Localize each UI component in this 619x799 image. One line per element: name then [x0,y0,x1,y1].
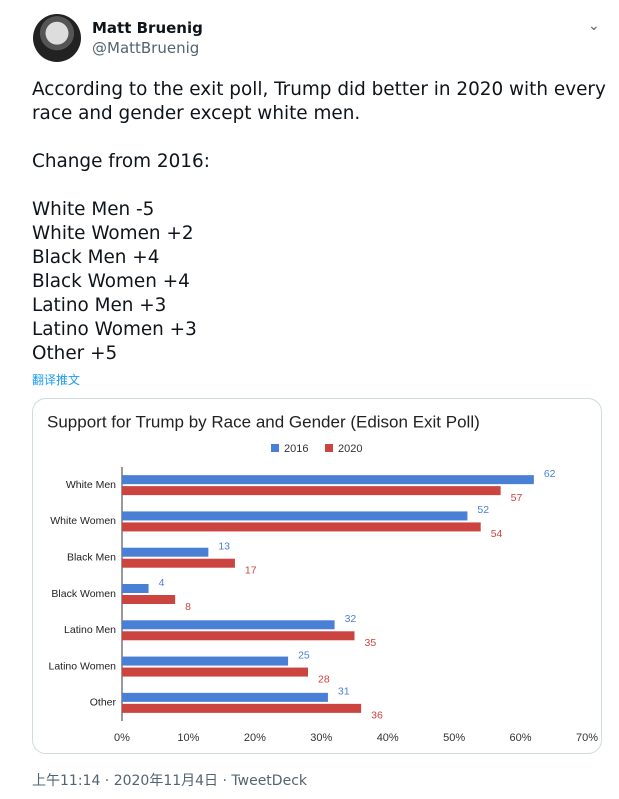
data-label: 17 [245,564,257,576]
bar [122,522,481,532]
data-label: 31 [338,686,350,698]
y-tick-label: White Men [66,479,116,491]
data-label: 57 [511,492,523,504]
paragraph: Change from 2016: [32,151,210,172]
data-label: 52 [477,504,489,516]
paragraph: According to the exit poll, Trump did be… [32,79,606,124]
translate-link[interactable]: 翻译推文 [32,373,81,387]
avatar[interactable] [33,14,81,62]
change-item: Latino Men +3 [32,295,167,316]
data-label: 13 [218,540,230,552]
data-label: 36 [371,710,383,722]
bar [122,584,149,593]
y-tick-label: White Women [50,515,116,527]
y-tick-label: Black Women [51,588,116,600]
data-label: 28 [318,673,330,685]
bar [122,656,289,666]
bar [122,667,308,677]
bar [122,547,209,557]
bar [122,486,501,496]
more-menu[interactable]: ⌄ [588,18,600,34]
bar [122,558,235,568]
change-item: Black Women +4 [32,271,190,292]
data-label: 54 [491,528,503,540]
tweet-footer: 上午11:14 · 2020年11月4日 · TweetDeck [32,773,307,789]
change-item: Latino Women +3 [32,319,197,340]
data-label: 8 [185,601,191,613]
chart-title: Support for Trump by Race and Gender (Ed… [47,412,480,431]
x-tick-label: 40% [377,732,399,744]
change-item: White Men -5 [32,199,155,220]
y-tick-label: Black Men [67,551,116,563]
x-tick-label: 30% [310,732,332,744]
x-tick-label: 10% [177,732,199,744]
change-item: White Women +2 [32,223,194,244]
x-tick-label: 50% [443,732,465,744]
change-item: Black Men +4 [32,247,160,268]
chart-card[interactable]: Support for Trump by Race and Gender (Ed… [32,398,602,754]
user-handle[interactable]: @MattBruenig [92,39,200,57]
legend-swatch [271,444,279,452]
change-list: White Men -5 White Women +2 Black Men +4 Bl… [32,198,607,366]
data-label: 32 [345,613,357,625]
x-tick-label: 0% [114,732,130,744]
legend-label: 2016 [284,443,308,455]
bar [122,620,335,630]
legend-label: 2020 [338,443,362,455]
data-label: 62 [544,468,556,480]
data-label: 35 [365,637,377,649]
tweet-text: According to the exit poll, Trump did be… [32,78,607,366]
change-item: Other +5 [32,343,118,364]
x-tick-label: 60% [510,732,532,744]
legend-swatch [325,444,333,452]
data-label: 25 [298,649,310,661]
x-tick-label: 70% [576,732,598,744]
chart: Support for Trump by Race and Gender (Ed… [47,412,598,744]
user-name[interactable]: Matt Bruenig [92,19,203,37]
bar [122,511,468,521]
bar [122,475,534,485]
y-tick-label: Latino Men [64,624,116,636]
bar [122,703,362,713]
y-tick-label: Latino Women [48,660,116,672]
data-label: 4 [159,577,165,589]
y-tick-label: Other [90,697,117,709]
bar [122,595,176,604]
bar [122,631,355,641]
bar [122,692,328,702]
x-tick-label: 20% [244,732,266,744]
